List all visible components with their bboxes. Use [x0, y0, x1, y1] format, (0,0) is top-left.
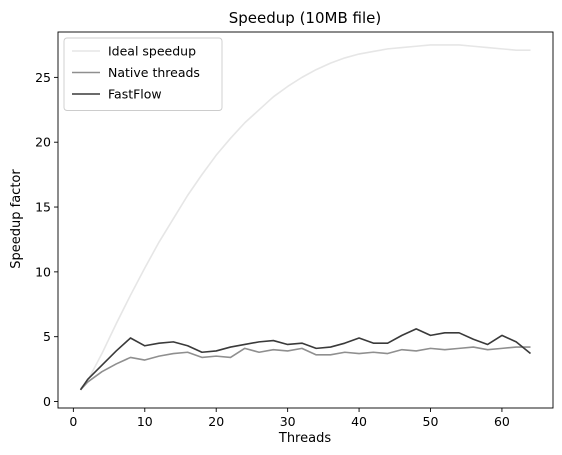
legend: Ideal speedup Native threads FastFlow — [64, 38, 222, 111]
x-tick-label-5: 50 — [423, 414, 439, 429]
y-tick-label-4: 20 — [35, 135, 51, 150]
y-tick-label-1: 5 — [43, 329, 51, 344]
x-tick-label-1: 10 — [137, 414, 153, 429]
legend-label-1: Native threads — [108, 65, 200, 80]
legend-label-2: FastFlow — [108, 87, 162, 102]
x-axis-label: Threads — [278, 431, 331, 446]
x-tick-label-2: 20 — [208, 414, 224, 429]
legend-label-0: Ideal speedup — [108, 44, 196, 59]
x-tick-label-6: 60 — [494, 414, 510, 429]
x-tick-label-3: 30 — [280, 414, 296, 429]
y-tick-label-0: 0 — [43, 394, 51, 409]
y-tick-label-3: 15 — [35, 200, 51, 215]
y-tick-label-2: 10 — [35, 264, 51, 279]
y-tick-label-5: 25 — [35, 70, 51, 85]
y-axis-label: Speedup factor — [9, 169, 24, 269]
x-tick-label-0: 0 — [69, 414, 77, 429]
chart-title: Speedup (10MB file) — [229, 9, 381, 27]
x-tick-label-4: 40 — [351, 414, 367, 429]
